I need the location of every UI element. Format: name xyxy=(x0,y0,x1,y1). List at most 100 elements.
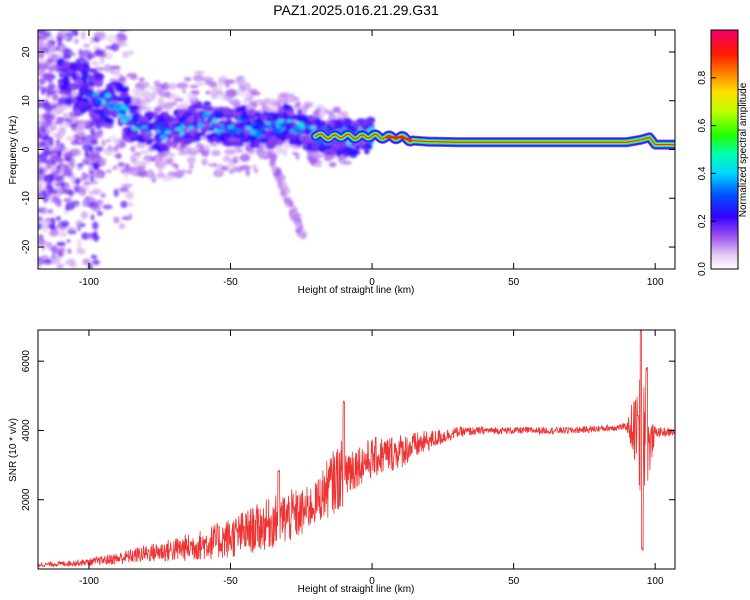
spectrogram-speckle xyxy=(131,87,144,97)
spectrogram-speckle xyxy=(143,93,155,99)
spectrogram-speckle xyxy=(96,210,103,217)
spectrogram-speckle xyxy=(102,204,113,210)
spectrogram-speckle xyxy=(81,199,91,208)
spectrogram-speckle xyxy=(86,54,93,61)
spectrogram-speckle xyxy=(58,231,68,238)
spectrogram-blob xyxy=(192,134,199,143)
spectrogram-band-layer xyxy=(314,133,675,146)
snr-series-line xyxy=(38,330,675,568)
spectrogram-speckle xyxy=(48,156,54,164)
spectrogram-speckle xyxy=(65,201,76,211)
spectrogram-speckle xyxy=(225,88,238,98)
spectrogram-speckle xyxy=(41,189,47,196)
spectrogram-peak-spot xyxy=(96,95,100,101)
spectrogram-speckle xyxy=(332,106,340,114)
spectrogram-speckle xyxy=(122,51,130,59)
spectrogram-blob xyxy=(260,114,268,121)
spectrogram-speckle xyxy=(224,79,236,85)
spectrogram-speckle xyxy=(43,0,49,4)
spectrogram-speckle xyxy=(56,241,66,245)
spectrogram-peak-spot xyxy=(235,128,242,134)
spectrogram-speckle xyxy=(143,106,152,112)
spectrogram-peak-spot xyxy=(155,123,164,127)
spectrogram-band-peak xyxy=(386,136,412,142)
spectrogram-speckle xyxy=(94,188,103,195)
spectrogram-speckle xyxy=(38,237,46,247)
snr-y-axis-label: SNR (10 * v/v) xyxy=(8,418,19,482)
spectrogram-speckle xyxy=(275,174,280,182)
spectrogram-blob xyxy=(76,78,83,86)
spectrogram-speckle xyxy=(55,143,60,152)
spectrogram-speckle xyxy=(40,159,50,164)
spectrogram-blob xyxy=(364,149,370,155)
spectrogram-peak-spot xyxy=(92,92,99,97)
spectrogram-speckle xyxy=(56,164,61,174)
spectrogram-speckle xyxy=(38,207,45,214)
snr-x-tick-label: 100 xyxy=(647,576,664,587)
spectrogram-speckle xyxy=(48,174,55,183)
spectrogram-speckle xyxy=(187,156,196,164)
spectrogram-speckle xyxy=(162,102,174,110)
colorbar-tick-label: 0.4 xyxy=(697,166,708,180)
snr-y-tick-label: 6000 xyxy=(21,350,32,373)
snr-panel: -100 -50 0 50 100 2000 4000 6000 Height of str… xyxy=(8,329,676,595)
spectrogram-speckle xyxy=(90,204,101,212)
spectrogram-speckle xyxy=(47,136,54,146)
spectrogram-peak-spot xyxy=(219,123,225,129)
spectrogram-speckle xyxy=(112,5,122,12)
spectrogram-speckle xyxy=(109,65,121,70)
spectrogram-speckle xyxy=(111,165,119,171)
spectrogram-speckle xyxy=(148,168,154,178)
spectrogram-blob xyxy=(325,148,337,156)
spectrogram-speckle xyxy=(130,145,136,153)
spectrogram-blob xyxy=(103,124,114,129)
spectrogram-speckle xyxy=(248,88,258,96)
spectrogram-blob xyxy=(343,117,352,127)
spectrogram-speckle xyxy=(302,101,313,109)
spectrogram-speckle xyxy=(39,76,50,83)
spectrogram-speckle xyxy=(43,258,52,263)
spectrogram-peak-spot xyxy=(115,107,121,112)
spectrogram-speckle xyxy=(63,0,71,8)
spectrogram-speckle xyxy=(82,138,92,145)
spectrogram-speckle xyxy=(113,188,119,198)
spectrogram-speckle xyxy=(63,211,70,215)
spectrogram-speckle xyxy=(104,0,110,3)
spectrogram-speckle xyxy=(76,162,84,168)
spectrogram-speckle xyxy=(89,8,100,13)
spectrogram-speckle xyxy=(51,245,59,255)
spectrogram-speckle xyxy=(38,180,43,190)
spectrogram-speckle xyxy=(72,133,80,143)
spectrogram-speckle xyxy=(91,221,99,230)
spectrogram-speckle xyxy=(108,78,120,82)
spectrogram-speckle xyxy=(85,21,93,29)
spectrogram-speckle xyxy=(38,120,41,126)
spectrogram-x-ticks: -100 -50 0 50 100 xyxy=(79,30,664,288)
spectrogram-blob xyxy=(104,109,111,117)
spectrogram-blob xyxy=(174,123,180,129)
spectrogram-speckle xyxy=(232,156,238,164)
spectrogram-speckle xyxy=(137,170,148,178)
spectrogram-speckle xyxy=(55,140,60,144)
spectrogram-peak-spot xyxy=(179,130,185,136)
spectrogram-speckle xyxy=(89,176,95,182)
colorbar-tick-label: 0.6 xyxy=(697,118,708,132)
spectrogram-blob xyxy=(196,131,206,137)
spectrogram-blob xyxy=(128,132,138,139)
snr-x-axis-label: Height of straight line (km) xyxy=(298,584,415,595)
spectrogram-speckle xyxy=(188,162,194,170)
spectrogram-blob xyxy=(282,103,289,111)
spectrogram-speckle xyxy=(94,146,104,153)
spectrogram-blob xyxy=(258,137,269,143)
spectrogram-speckle xyxy=(55,20,67,27)
spectrogram-speckle xyxy=(50,164,56,169)
spectrogram-blob xyxy=(195,100,203,110)
spectrogram-peak-spot xyxy=(308,126,317,130)
spectrogram-speckle xyxy=(116,0,121,2)
spectrogram-speckle xyxy=(81,172,88,181)
spectrogram-blob xyxy=(99,122,106,128)
spectrogram-speckle xyxy=(89,36,95,45)
spectrogram-speckle xyxy=(76,166,84,171)
spectrogram-peak-spot xyxy=(127,114,132,120)
